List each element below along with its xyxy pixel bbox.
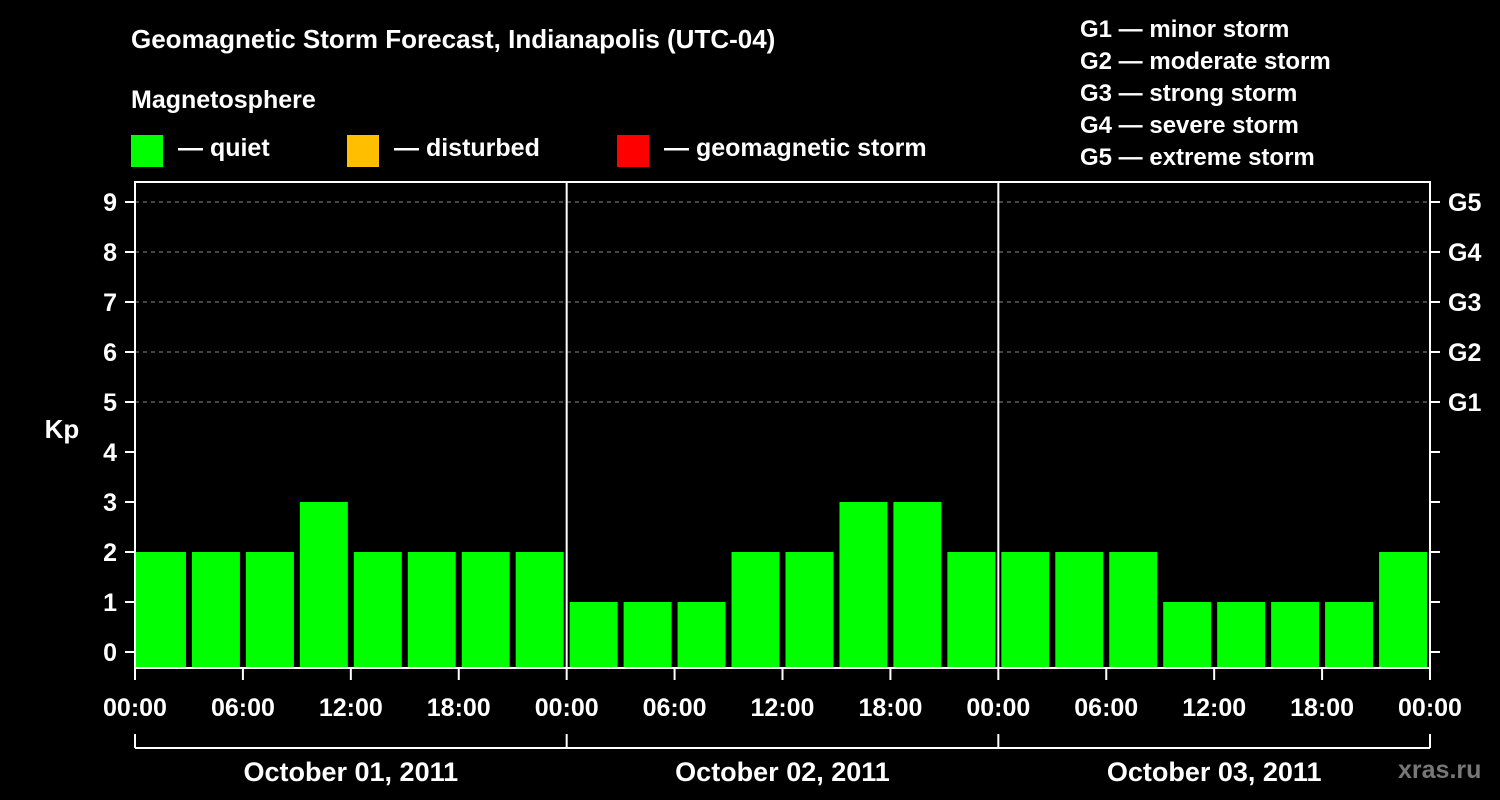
y-tick-label-7: 7: [103, 289, 117, 317]
kp-bar-19: [1163, 602, 1212, 668]
kp-bar-4: [353, 552, 402, 668]
x-tick-label-2: 12:00: [319, 694, 383, 722]
kp-bar-21: [1271, 602, 1320, 668]
kp-bar-7: [515, 552, 564, 668]
y-tick-label-1: 1: [103, 589, 117, 617]
x-tick-label-3: 18:00: [427, 694, 491, 722]
kp-bar-11: [731, 552, 780, 668]
legend-item-quiet: — quiet: [131, 134, 270, 168]
y-tick-label-3: 3: [103, 489, 117, 517]
legend-swatch-storm: [617, 135, 649, 167]
x-tick-label-12: 00:00: [1398, 694, 1462, 722]
legend-label-disturbed: — disturbed: [394, 133, 540, 162]
kp-bar-20: [1217, 602, 1266, 668]
kp-bar-22: [1325, 602, 1374, 668]
kp-bar-13: [839, 502, 888, 668]
day-label-1: October 02, 2011: [675, 757, 890, 787]
storm-scale-g5: G5 — extreme storm: [1080, 144, 1315, 171]
storm-scale-g1: G1 — minor storm: [1080, 16, 1290, 43]
y-tick-label-0: 0: [103, 639, 117, 667]
x-tick-label-5: 06:00: [643, 694, 707, 722]
kp-bar-2: [245, 552, 294, 668]
legend-label-storm: — geomagnetic storm: [664, 133, 927, 162]
kp-bar-6: [461, 552, 510, 668]
x-tick-label-7: 18:00: [858, 694, 922, 722]
chart-title: Geomagnetic Storm Forecast, Indianapolis…: [131, 24, 776, 54]
x-tick-label-8: 00:00: [966, 694, 1030, 722]
y-axis-label: Kp: [45, 414, 80, 444]
kp-bar-12: [785, 552, 834, 668]
x-tick-label-4: 00:00: [535, 694, 599, 722]
legend-item-disturbed: — disturbed: [347, 134, 540, 168]
chart-subtitle: Magnetosphere: [131, 86, 316, 114]
y-tick-label-2: 2: [103, 539, 117, 567]
legend-swatch-disturbed: [347, 135, 379, 167]
kp-bar-8: [569, 602, 618, 668]
kp-bar-1: [191, 552, 240, 668]
x-tick-label-6: 12:00: [751, 694, 815, 722]
day-label-0: October 01, 2011: [244, 757, 459, 787]
day-label-2: October 03, 2011: [1107, 757, 1322, 787]
storm-scale-g4: G4 — severe storm: [1080, 112, 1299, 139]
kp-bar-16: [1001, 552, 1050, 668]
storm-scale-g2: G2 — moderate storm: [1080, 48, 1331, 75]
x-tick-label-0: 00:00: [103, 694, 167, 722]
watermark: xras.ru: [1398, 756, 1482, 784]
y-tick-label-8: 8: [103, 239, 117, 267]
legend-swatch-quiet: [131, 135, 163, 167]
x-tick-label-11: 18:00: [1290, 694, 1354, 722]
kp-bar-15: [947, 552, 996, 668]
x-tick-label-1: 06:00: [211, 694, 275, 722]
g-level-label-G5: G5: [1448, 189, 1481, 217]
kp-bar-3: [299, 502, 348, 668]
g-level-label-G3: G3: [1448, 289, 1481, 317]
kp-bar-9: [623, 602, 672, 668]
x-tick-label-10: 12:00: [1182, 694, 1246, 722]
g-level-label-G2: G2: [1448, 339, 1481, 367]
kp-bar-23: [1379, 552, 1427, 668]
legend-label-quiet: — quiet: [178, 133, 270, 162]
y-tick-label-6: 6: [103, 339, 117, 367]
y-tick-label-5: 5: [103, 389, 117, 417]
x-tick-label-9: 06:00: [1074, 694, 1138, 722]
g-level-label-G4: G4: [1448, 239, 1481, 267]
kp-bar-5: [407, 552, 456, 668]
storm-scale-list: G1 — minor storm G2 — moderate storm G3 …: [1080, 14, 1331, 174]
kp-bar-18: [1109, 552, 1158, 668]
storm-scale-g3: G3 — strong storm: [1080, 80, 1298, 107]
legend-item-storm: — geomagnetic storm: [617, 134, 927, 168]
kp-bar-10: [677, 602, 726, 668]
g-level-label-G1: G1: [1448, 389, 1481, 417]
y-tick-label-9: 9: [103, 189, 117, 217]
kp-bar-17: [1055, 552, 1104, 668]
kp-bar-14: [893, 502, 942, 668]
kp-bar-0: [136, 552, 186, 668]
y-tick-label-4: 4: [103, 439, 117, 467]
